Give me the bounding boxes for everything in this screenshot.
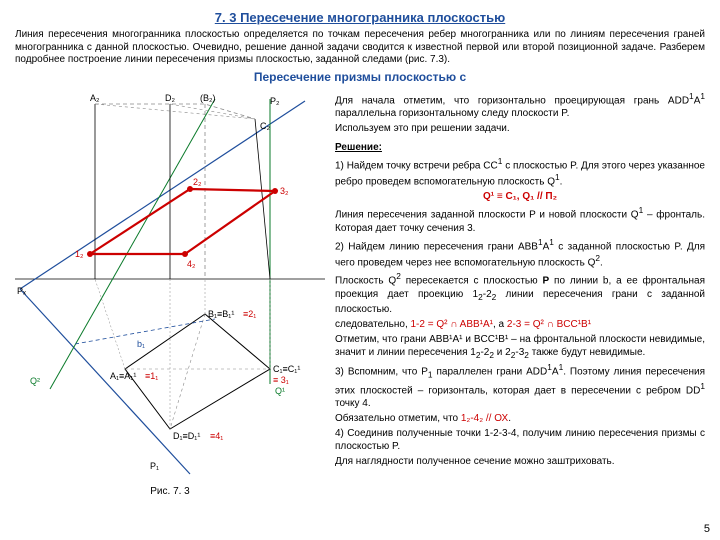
lbl-eq21: ≡2₁ — [243, 309, 256, 319]
step1: 1) Найдем точку встречи ребра CC1 с плос… — [335, 156, 705, 189]
content-row: A₂ D₂ (B₂) P₂ C₂ 2₂ 3₂ 1₂ 4₂ Pₓ Q² b₁ B₁… — [15, 89, 705, 497]
solution-column: Для начала отметим, что горизонтально пр… — [335, 89, 705, 497]
lbl-22: 2₂ — [193, 177, 202, 187]
lbl-eq11: ≡1₁ — [145, 371, 158, 381]
lbl-B1B11: B₁≡B₁¹ — [208, 309, 234, 319]
lbl-A1A11: A₁≡A₁¹ — [110, 371, 136, 381]
lbl-Q1: Q¹ — [275, 386, 285, 396]
section-title: 7. 3 Пересечение многогранника плоскость… — [15, 10, 705, 25]
step2d: Отметим, что грани ABB¹A¹ и BCC¹B¹ – на … — [335, 333, 705, 361]
page-number: 5 — [704, 523, 710, 535]
figure-caption: Рис. 7. 3 — [15, 486, 325, 497]
lbl-eq41: ≡4₁ — [210, 431, 223, 441]
step5: Для наглядности полученное сечение можно… — [335, 455, 705, 468]
subtitle: Пересечение призмы плоскостью с — [15, 70, 705, 84]
prism-diagram: A₂ D₂ (B₂) P₂ C₂ 2₂ 3₂ 1₂ 4₂ Pₓ Q² b₁ B₁… — [15, 89, 325, 479]
lbl-Px: Pₓ — [17, 286, 26, 296]
lbl-C2: C₂ — [260, 121, 270, 131]
lbl-D2: D₂ — [165, 93, 175, 103]
lbl-C1C11: C₁≡C₁¹ — [273, 364, 300, 374]
step2b: Плоскость Q2 пересекается с плоскостью P… — [335, 271, 705, 315]
intro-text: Линия пересечения многогранника плоскост… — [15, 29, 705, 67]
lbl-12: 1₂ — [75, 249, 84, 259]
step2c: следовательно, 1-2 = Q² ∩ ABB¹A¹, а 2-3 … — [335, 318, 705, 331]
step3: 3) Вспомним, что P1 параллелен грани ADD… — [335, 362, 705, 409]
step3b: Обязательно отметим, что 1₂-4₂ // ОХ. — [335, 412, 705, 425]
lbl-D1D11: D₁≡D₁¹ — [173, 431, 200, 441]
lbl-eq31: ≡ 3₁ — [273, 375, 289, 385]
figure-column: A₂ D₂ (B₂) P₂ C₂ 2₂ 3₂ 1₂ 4₂ Pₓ Q² b₁ B₁… — [15, 89, 325, 497]
lbl-B2: (B₂) — [200, 93, 216, 103]
eq1: Q¹ ≡ C₁, Q₁ // П₂ — [335, 190, 705, 203]
lbl-32: 3₂ — [280, 186, 289, 196]
solution-head: Решение: — [335, 141, 705, 154]
note2: Используем это при решении задачи. — [335, 122, 705, 135]
lbl-Q2: Q² — [30, 376, 40, 386]
lbl-P1: P₁ — [150, 461, 159, 471]
step4: 4) Соединив полученные точки 1-2-3-4, по… — [335, 427, 705, 453]
lbl-b1: b₁ — [137, 339, 145, 349]
note1: Для начала отметим, что горизонтально пр… — [335, 91, 705, 120]
step2: 2) Найдем линию пересечения грани ABB1A1… — [335, 237, 705, 270]
step1b: Линия пересечения заданной плоскости P и… — [335, 205, 705, 234]
lbl-P2: P₂ — [270, 96, 280, 106]
lbl-A2: A₂ — [90, 93, 100, 103]
lbl-42: 4₂ — [187, 259, 196, 269]
